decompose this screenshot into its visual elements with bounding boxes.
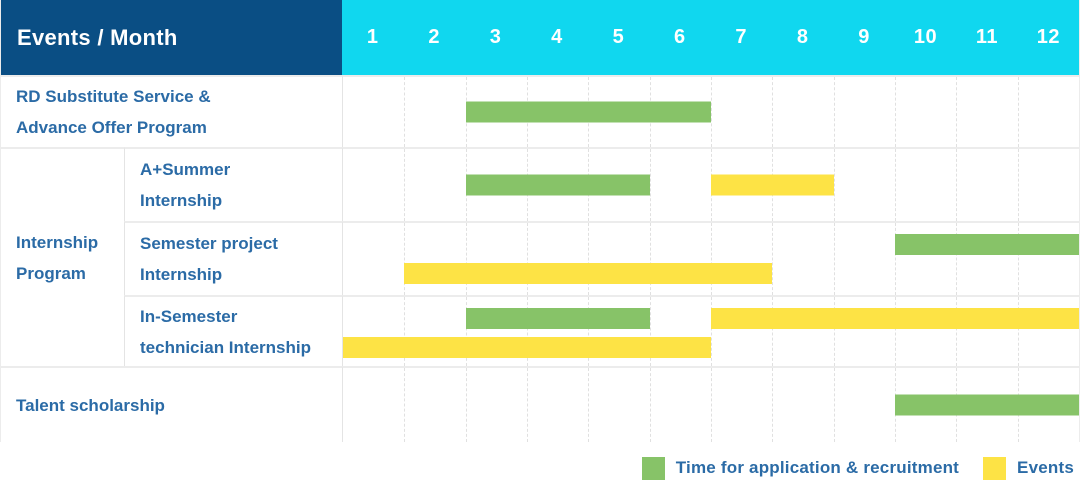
month-gridline <box>711 297 712 366</box>
month-label: 9 <box>858 26 870 48</box>
month-label: 6 <box>674 26 686 48</box>
month-gridline <box>465 368 467 442</box>
row-timeline <box>342 75 1079 147</box>
month-gridline <box>404 149 406 221</box>
month-label: 8 <box>796 26 809 48</box>
application-bar <box>895 394 1079 416</box>
row-label-line: Semester project <box>140 234 278 253</box>
month-gridline <box>588 297 590 366</box>
month-label: 5 <box>612 26 625 48</box>
application-bar <box>465 308 650 329</box>
month-label: 10 <box>913 26 938 48</box>
month-gridline <box>833 223 835 295</box>
legend-events-label: Events <box>1017 458 1074 477</box>
legend-item-events: Events <box>983 456 1074 480</box>
month-gridline <box>588 223 590 295</box>
legend-application-label: Time for application & recruitment <box>675 458 960 477</box>
month-gridline <box>1017 297 1019 366</box>
month-gridline <box>527 223 528 295</box>
row-timeline <box>342 147 1079 221</box>
row-timeline <box>342 366 1079 442</box>
month-gridline <box>588 368 590 442</box>
month-gridline <box>711 77 712 147</box>
month-gridline <box>527 297 528 366</box>
application-bar <box>895 234 1079 255</box>
events-yellow-swatch-icon <box>983 456 1007 480</box>
month-gridline <box>404 297 406 366</box>
month-gridline <box>895 223 896 295</box>
month-gridline <box>711 223 712 295</box>
row-label-line: Talent scholarship <box>16 395 165 415</box>
events-month-header-label: Events / Month <box>17 24 178 50</box>
event-bar <box>404 263 773 284</box>
month-gridline <box>527 368 528 442</box>
month-gridline <box>956 297 958 366</box>
month-label: 2 <box>428 26 440 48</box>
month-gridline <box>833 149 835 221</box>
gantt-table: Events / Month 1 2 3 4 5 6 7 8 9 10 11 12 RD Substi… <box>0 0 1080 442</box>
month-label: 3 <box>489 26 502 48</box>
month-gridline <box>895 77 896 147</box>
month-gridline <box>404 223 406 295</box>
application-bar <box>465 174 650 196</box>
month-gridline <box>895 297 896 366</box>
month-gridline <box>772 223 774 295</box>
month-gridline <box>833 297 835 366</box>
row-label-line: Internship <box>140 265 223 284</box>
application-bar <box>465 101 711 123</box>
row-label-line: Advance Offer Program <box>16 118 207 137</box>
row-label-line: Internship <box>140 191 223 210</box>
row-sublabel: In-Semester technician Internship <box>124 295 342 366</box>
month-gridline <box>895 149 896 221</box>
row-sublabel: A+Summer Internship <box>124 147 342 221</box>
row-label-line: In-Semester <box>140 306 238 326</box>
row-label-line: A+Summer <box>140 160 231 179</box>
month-label: 12 <box>1036 26 1060 48</box>
month-gridline <box>833 77 835 147</box>
row-timeline <box>342 295 1079 366</box>
month-gridline <box>772 297 774 366</box>
row-label: RD Substitute Service & Advance Offer Pro… <box>1 75 342 147</box>
month-gridline <box>956 77 958 147</box>
month-label: 11 <box>975 26 998 48</box>
month-gridline <box>772 77 774 147</box>
legend: Time for application & recruitment Event… <box>0 442 1080 494</box>
month-label: 7 <box>735 26 748 48</box>
month-gridline <box>404 368 406 442</box>
row-sublabel: Semester project Internship <box>124 221 342 295</box>
month-gridline <box>772 368 774 442</box>
legend-item-application: Time for application & recruitment <box>641 456 960 480</box>
event-bar <box>711 308 1079 329</box>
month-gridline <box>1017 149 1019 221</box>
month-gridline <box>649 297 651 366</box>
month-gridline <box>956 149 958 221</box>
month-gridline <box>649 149 651 221</box>
month-header-row: 1 2 3 4 5 6 7 8 9 10 11 12 <box>342 0 1079 75</box>
row-label-line: RD Substitute Service & <box>16 87 211 106</box>
application-green-swatch-icon <box>641 456 665 480</box>
event-bar <box>711 174 834 196</box>
internship-program-group-label: Internship Program <box>1 147 124 366</box>
row-label: Talent scholarship <box>1 366 342 442</box>
events-month-header: Events / Month <box>1 0 342 75</box>
event-bar <box>343 337 711 358</box>
month-label: 4 <box>551 26 563 48</box>
month-gridline <box>649 223 651 295</box>
month-gridline <box>465 223 467 295</box>
row-timeline <box>342 221 1079 295</box>
month-gridline <box>1017 77 1019 147</box>
month-gridline <box>711 368 712 442</box>
month-gridline <box>465 297 467 366</box>
month-gridline <box>833 368 835 442</box>
month-gridline <box>649 368 651 442</box>
month-gridline <box>404 77 406 147</box>
month-gridline <box>956 223 958 295</box>
month-label: 1 <box>366 26 379 48</box>
month-gridline <box>1017 223 1019 295</box>
row-label-line: technician Internship <box>140 337 311 357</box>
